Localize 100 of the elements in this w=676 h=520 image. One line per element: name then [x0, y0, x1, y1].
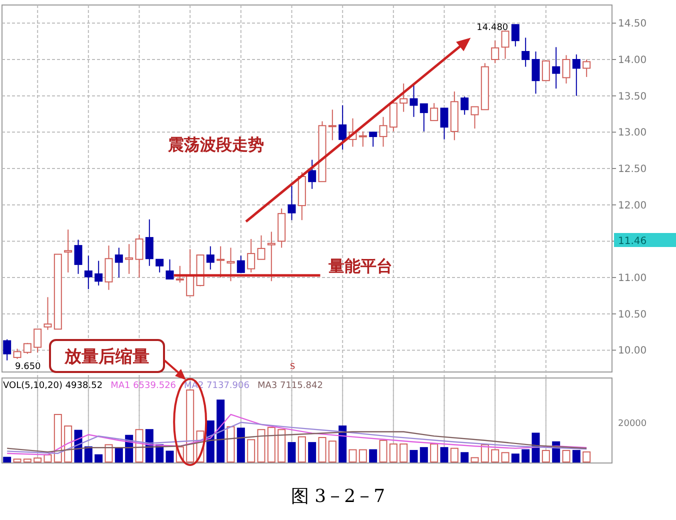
candlestick	[125, 244, 134, 274]
bar	[166, 450, 174, 462]
bar	[460, 452, 469, 462]
bar	[84, 446, 92, 462]
bar	[308, 442, 316, 462]
candlestick	[400, 82, 408, 112]
bar	[348, 449, 357, 462]
annotation: S	[290, 362, 296, 371]
candlestick	[501, 30, 510, 60]
candlestick	[389, 101, 398, 132]
text: MA1 6539.526	[110, 381, 176, 391]
bar	[267, 426, 276, 462]
candlestick	[562, 54, 570, 84]
bar	[400, 444, 408, 462]
bar	[236, 428, 245, 462]
candlestick	[460, 96, 469, 116]
y-tick-label: 11.00	[618, 273, 647, 284]
candlestick	[145, 218, 154, 266]
y-tick-label: 10.50	[618, 309, 647, 320]
candlestick	[379, 116, 388, 148]
bar	[389, 444, 398, 462]
chart-title: VOL(5,10,20) 4938.52	[3, 381, 103, 391]
candlestick	[104, 245, 113, 290]
candlestick	[94, 260, 103, 286]
bar	[94, 454, 103, 462]
annotation: 9.650	[15, 362, 42, 372]
candlestick	[440, 108, 448, 140]
text: 20000	[618, 419, 647, 429]
bar	[114, 448, 123, 462]
y-tick-label: 13.50	[618, 91, 647, 102]
bar	[480, 444, 489, 462]
candlestick	[176, 265, 184, 284]
text: 11.46	[618, 236, 647, 247]
bar	[257, 429, 266, 462]
bar	[104, 444, 113, 462]
candlestick	[338, 104, 347, 150]
y-tick-label: 14.50	[618, 18, 647, 30]
candlestick	[216, 246, 225, 278]
candlestick	[3, 338, 12, 361]
bar	[491, 449, 500, 462]
bar	[562, 450, 570, 462]
y-tick-label: 12.50	[618, 164, 647, 176]
candlestick	[328, 109, 336, 141]
caption: 图 3－2－7	[290, 486, 386, 507]
annotation: 震荡波段走势	[167, 135, 264, 154]
candlestick	[156, 258, 164, 273]
bar	[247, 439, 256, 462]
annotation: 14.480	[476, 23, 508, 33]
bar	[44, 454, 52, 462]
candlestick	[186, 248, 194, 296]
candlestick	[257, 234, 266, 260]
ref-line-label: 量能平台	[327, 256, 392, 276]
candlestick	[410, 84, 418, 118]
bar	[542, 450, 550, 462]
bar	[440, 447, 448, 462]
bar	[430, 444, 438, 462]
candlestick	[74, 239, 82, 274]
candlestick	[34, 328, 42, 353]
bar	[572, 450, 580, 462]
bar	[34, 458, 42, 462]
candlestick	[420, 103, 428, 132]
candlestick	[267, 231, 276, 282]
y-tick-label: 14.00	[618, 55, 647, 66]
text: MA3 7115.842	[257, 381, 323, 391]
candlestick	[44, 296, 52, 330]
candlestick	[288, 185, 296, 221]
bar	[358, 449, 367, 462]
candlestick	[13, 348, 22, 360]
bar	[278, 429, 286, 462]
candlestick	[308, 159, 316, 190]
bar	[522, 449, 530, 462]
y-tick-label: 13.00	[618, 128, 647, 139]
bar	[338, 426, 347, 462]
bar	[206, 420, 214, 462]
bar	[582, 451, 591, 462]
bar	[288, 442, 296, 462]
callout: 放量后缩量	[49, 339, 186, 380]
y-tick-label: 12.00	[618, 200, 647, 212]
candlestick	[491, 40, 500, 64]
bar	[13, 458, 22, 462]
y-tick-label: 10.00	[618, 346, 647, 357]
candlestick	[369, 132, 378, 148]
bar	[298, 436, 306, 462]
candlestick	[470, 106, 479, 130]
candlestick	[582, 59, 591, 78]
bar	[3, 456, 12, 462]
candlestick	[552, 46, 560, 90]
candlestick	[226, 247, 235, 282]
bar	[420, 447, 428, 462]
candlestick	[532, 51, 540, 94]
bar	[54, 414, 62, 462]
candlestick	[247, 238, 256, 273]
candlestick	[522, 37, 530, 68]
candlestick	[430, 102, 438, 122]
bar	[216, 400, 225, 462]
bar	[379, 440, 388, 462]
bar	[410, 450, 418, 462]
bar	[186, 390, 194, 462]
bar	[318, 437, 326, 462]
candlestick	[236, 255, 245, 274]
